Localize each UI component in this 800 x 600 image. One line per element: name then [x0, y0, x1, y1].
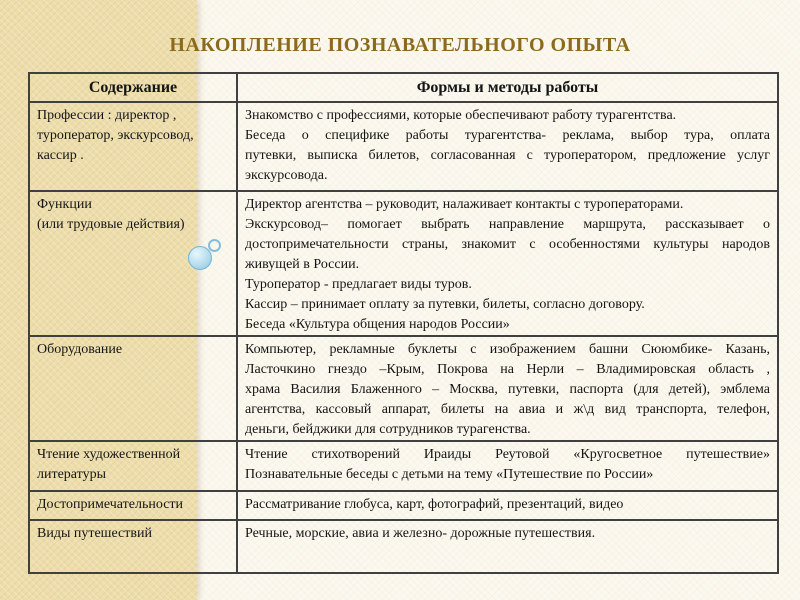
methods-line: Директор агентства – руководит, налажива… — [245, 197, 684, 212]
methods-line: Чтение стихотворений Ираиды Реутовой «Кр… — [245, 447, 770, 462]
content-line: Функции — [37, 197, 92, 212]
content-line: Оборудование — [37, 342, 123, 357]
methods-line: Знакомство с профессиями, которые обеспе… — [245, 108, 677, 123]
table-header-row: Содержание Формы и методы работы — [28, 72, 779, 103]
methods-line: Туроператор - предлагает виды туров. — [245, 277, 472, 292]
methods-line: достопримечательности страны, знакомит с… — [245, 237, 770, 252]
methods-line: Кассир – принимает оплату за путевки, би… — [245, 297, 645, 312]
content-line: туроператор, экскурсовод, — [37, 128, 194, 143]
content-line: Чтение художественной — [37, 447, 181, 462]
methods-line: храма Василия Блаженного – Москва, путев… — [245, 382, 770, 397]
methods-line: Рассматривание глобуса, карт, фотографий… — [245, 497, 624, 512]
methods-line: агентства, кассовый аппарат, билеты на а… — [245, 402, 770, 417]
methods-line: Экскурсовод– помогает выбрать направлени… — [245, 217, 770, 232]
methods-line: Ласточкино гнездо –Крым, Покрова на Нерл… — [245, 362, 770, 377]
content-line: Профессии : директор , — [37, 108, 177, 123]
methods-cell: Директор агентства – руководит, налажива… — [236, 190, 779, 337]
table-row: Оборудование Компьютер, рекламные буклет… — [28, 335, 779, 442]
table-row: Достопримечательности Рассматривание гло… — [28, 490, 779, 521]
content-line: Достопримечательности — [37, 497, 184, 512]
column-header-methods: Формы и методы работы — [236, 72, 779, 103]
table-row: Профессии : директор , туроператор, экск… — [28, 101, 779, 192]
content-cell: Виды путешествий — [28, 519, 238, 574]
content-table: Содержание Формы и методы работы Професс… — [28, 72, 779, 574]
table-row: Виды путешествий Речные, морские, авиа и… — [28, 519, 779, 574]
methods-line: экскурсовода. — [245, 168, 328, 183]
methods-line: Речные, морские, авиа и железно- дорожны… — [245, 526, 596, 541]
methods-cell: Рассматривание глобуса, карт, фотографий… — [236, 490, 779, 521]
methods-line: Компьютер, рекламные буклеты с изображен… — [245, 342, 770, 357]
methods-cell: Компьютер, рекламные буклеты с изображен… — [236, 335, 779, 442]
methods-line: Беседа «Культура общения народов России» — [245, 317, 510, 332]
methods-line: живущей в России. — [245, 257, 360, 272]
methods-cell: Знакомство с профессиями, которые обеспе… — [236, 101, 779, 192]
methods-line: деньги, бейджики для сотрудников тураген… — [245, 422, 531, 437]
methods-line: Беседа о специфике работы турагентства- … — [245, 128, 770, 143]
methods-cell: Речные, морские, авиа и железно- дорожны… — [236, 519, 779, 574]
content-line: кассир . — [37, 148, 84, 163]
column-header-content: Содержание — [28, 72, 238, 103]
slide-title: НАКОПЛЕНИЕ ПОЗНАВАТЕЛЬНОГО ОПЫТА — [169, 34, 631, 56]
content-line: литературы — [37, 467, 107, 482]
methods-cell: Чтение стихотворений Ираиды Реутовой «Кр… — [236, 440, 779, 492]
methods-line: путевки, выписка билетов, согласованная … — [245, 148, 770, 163]
methods-line: Познавательные беседы с детьми на тему «… — [245, 467, 654, 482]
content-line: (или трудовые действия) — [37, 217, 185, 232]
content-line: Виды путешествий — [37, 526, 152, 541]
table-row: Чтение художественной литературы Чтение … — [28, 440, 779, 492]
content-cell: Оборудование — [28, 335, 238, 442]
content-cell: Функции (или трудовые действия) — [28, 190, 238, 337]
content-cell: Достопримечательности — [28, 490, 238, 521]
table-row: Функции (или трудовые действия) Директор… — [28, 190, 779, 337]
content-cell: Профессии : директор , туроператор, экск… — [28, 101, 238, 192]
content-cell: Чтение художественной литературы — [28, 440, 238, 492]
